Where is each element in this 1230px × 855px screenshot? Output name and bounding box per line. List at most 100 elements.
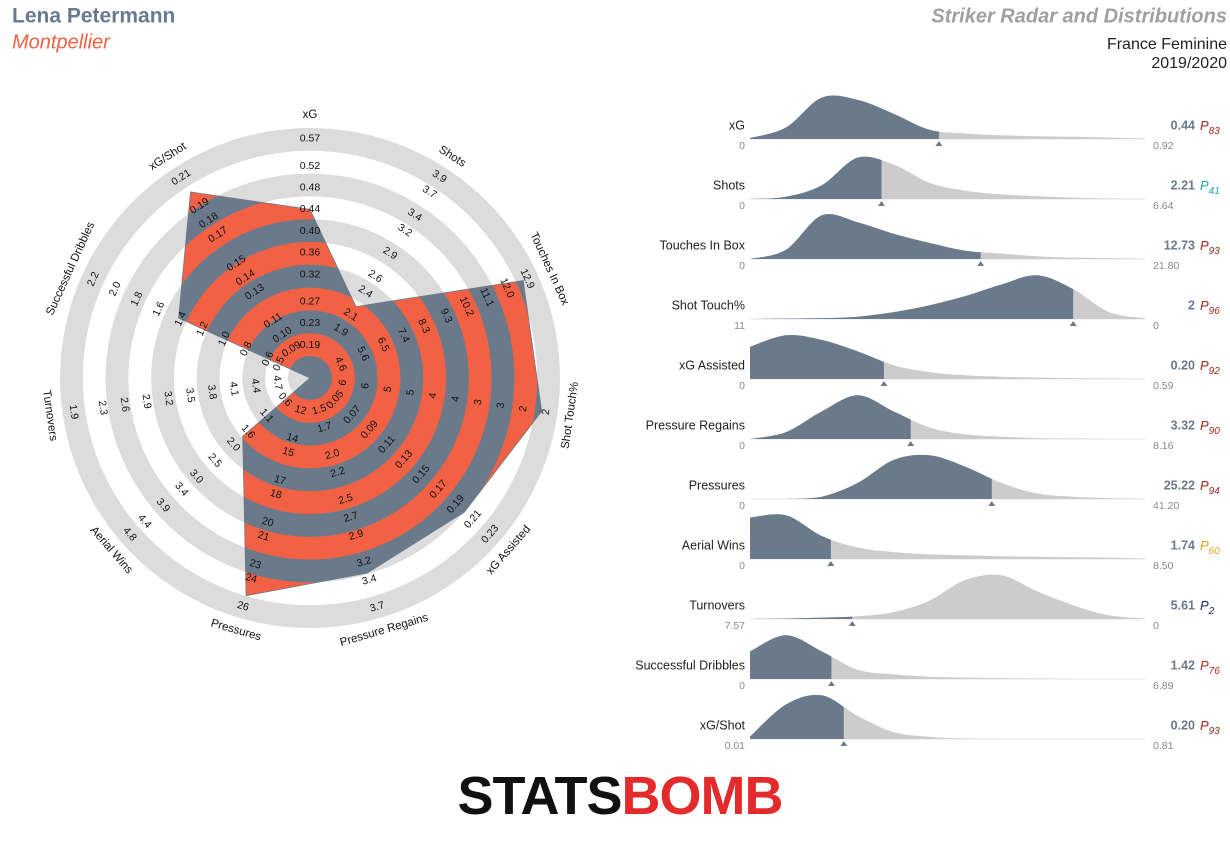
row-label: Turnovers <box>689 598 745 612</box>
radar-axis-label: Turnovers <box>40 389 59 442</box>
radar-tick-label: 24 <box>244 571 259 586</box>
value-marker <box>977 261 985 266</box>
radar-tick-label: 15 <box>281 445 296 460</box>
radar-tick-label: 3.5 <box>183 387 197 403</box>
radar: 0.190.230.270.320.360.400.440.480.520.57… <box>40 109 581 649</box>
percentile-value: 90 <box>1209 426 1221 437</box>
radar-tick-label: 3 <box>494 402 507 410</box>
density-curve-below <box>750 275 1074 319</box>
radar-tick-label: 2.9 <box>347 527 365 543</box>
radar-tick-label: 12 <box>293 403 308 418</box>
density-curve-below <box>750 335 884 379</box>
percentile-value: 76 <box>1209 666 1221 677</box>
value-marker <box>988 501 996 506</box>
value-label: 0.20 <box>1171 718 1195 732</box>
value-label: 25.22 <box>1164 478 1195 492</box>
range-label: 8.16 <box>1153 440 1174 452</box>
value-marker <box>1069 321 1077 326</box>
percentile: P60 <box>1200 538 1220 556</box>
percentile-symbol: P <box>1200 418 1209 433</box>
value-marker <box>877 201 885 206</box>
row-label: Shot Touch% <box>672 298 745 312</box>
row-label: xG/Shot <box>700 718 746 732</box>
radar-tick-label: 2.3 <box>96 400 110 416</box>
radar-tick-label: 1.6 <box>150 300 167 318</box>
percentile-value: 83 <box>1209 126 1221 137</box>
density-curve <box>750 574 1145 619</box>
radar-tick-label: 0.27 <box>300 295 321 307</box>
range-label: 0 <box>739 140 745 152</box>
value-marker <box>848 621 856 626</box>
radar-tick-label: 26 <box>236 599 251 614</box>
radar-tick-label: 6.5 <box>375 335 392 353</box>
radar-tick-label: 14 <box>285 431 300 446</box>
radar-tick-label: 2.0 <box>107 280 124 298</box>
radar-tick-label: 0.52 <box>300 160 321 172</box>
percentile: P2 <box>1200 598 1215 616</box>
range-label: 0 <box>739 200 745 212</box>
radar-tick-label: 2.2 <box>85 270 102 288</box>
value-label: 3.32 <box>1171 418 1195 432</box>
row-label: Successful Dribbles <box>635 658 745 672</box>
radar-tick-label: 6 <box>359 382 372 390</box>
density-curve <box>750 635 1145 679</box>
range-label: 0 <box>739 380 745 392</box>
radar-tick-label: 2.5 <box>337 491 355 507</box>
percentile-symbol: P <box>1200 358 1209 373</box>
radar-tick-label: 5 <box>404 389 417 397</box>
range-label: 0.81 <box>1153 740 1174 752</box>
range-label: 0 <box>739 500 745 512</box>
percentile: P76 <box>1200 658 1220 676</box>
radar-tick-label: 0.23 <box>300 317 321 329</box>
density-curve-below <box>750 616 853 619</box>
value-label: 1.42 <box>1171 658 1195 672</box>
player-name: Lena Petermann <box>12 5 175 28</box>
range-label: 0 <box>739 260 745 272</box>
density-curve-below <box>750 395 911 439</box>
radar-tick-label: 0.44 <box>300 203 321 215</box>
radar-tick-label: 8.3 <box>415 317 432 335</box>
radar-tick-label: 4.6 <box>332 355 349 373</box>
value-label: 0.20 <box>1171 358 1195 372</box>
radar-tick-label: 0.36 <box>300 247 321 259</box>
row-label: Shots <box>713 178 745 192</box>
value-marker <box>827 561 835 566</box>
radar-tick-label: 1.0 <box>216 330 233 348</box>
value-label: 1.74 <box>1171 538 1195 552</box>
radar-tick-label: 4.4 <box>249 378 263 394</box>
percentile: P94 <box>1200 478 1220 496</box>
percentile-value: 60 <box>1209 546 1221 557</box>
radar-tick-label: 1.7 <box>316 420 334 436</box>
radar-tick-label: 0.48 <box>300 181 321 193</box>
radar-tick-label: 0.5 <box>270 355 287 373</box>
percentile-symbol: P <box>1200 478 1209 493</box>
percentile-symbol: P <box>1200 538 1209 553</box>
radar-tick-label: 3.8 <box>205 384 219 400</box>
range-label: 0 <box>739 680 745 692</box>
density-curve-below <box>750 454 992 499</box>
row-label: Aerial Wins <box>682 538 745 552</box>
range-label: 41.20 <box>1153 500 1179 512</box>
range-label: 21.80 <box>1153 260 1179 272</box>
percentile: P90 <box>1200 418 1220 436</box>
radar-tick-label: 3.7 <box>369 599 387 615</box>
range-label: 0 <box>1153 320 1159 332</box>
range-label: 0.59 <box>1153 380 1174 392</box>
radar-tick-label: 2.2 <box>329 465 347 481</box>
percentile: P96 <box>1200 298 1220 316</box>
season: 2019/2020 <box>1151 55 1227 72</box>
percentile-value: 94 <box>1209 486 1221 497</box>
radar-tick-label: 18 <box>269 487 284 502</box>
radar-tick-label: 3.2 <box>161 390 175 406</box>
percentile-symbol: P <box>1200 658 1209 673</box>
radar-tick-label: 0.6 <box>259 350 276 368</box>
density-curve-below <box>750 95 939 139</box>
range-label: 6.64 <box>1153 200 1174 212</box>
density-curve-below <box>750 514 831 559</box>
percentile-value: 2 <box>1208 606 1215 617</box>
radar-tick-label: 20 <box>260 515 275 530</box>
percentile-value: 96 <box>1209 306 1221 317</box>
percentile-symbol: P <box>1200 298 1209 313</box>
radar-tick-label: 2 <box>540 408 553 416</box>
